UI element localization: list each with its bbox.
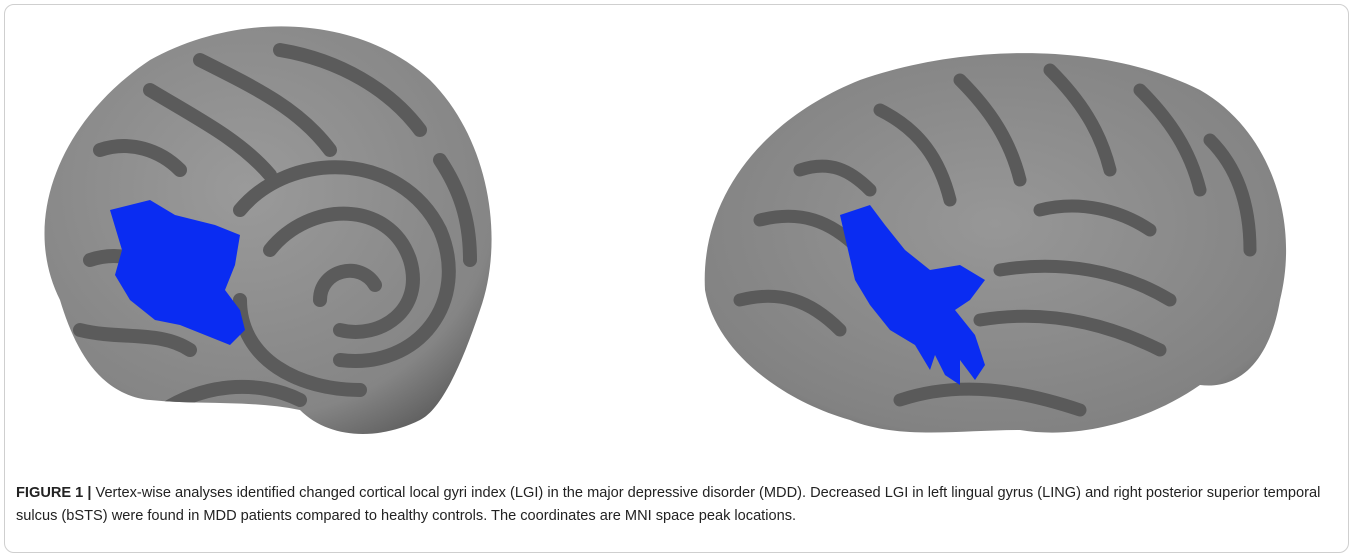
figure-caption: FIGURE 1 | Vertex-wise analyses identifi… [16,482,1341,528]
right-hemisphere [705,53,1286,432]
left-hemisphere [44,26,491,434]
page: {"figure": {"label": "FIGURE 1 |", "capt… [0,0,1355,559]
caption-text: Vertex-wise analyses identified changed … [16,485,1320,524]
figure-label: FIGURE 1 | [16,485,91,501]
figure-image [0,0,1355,470]
